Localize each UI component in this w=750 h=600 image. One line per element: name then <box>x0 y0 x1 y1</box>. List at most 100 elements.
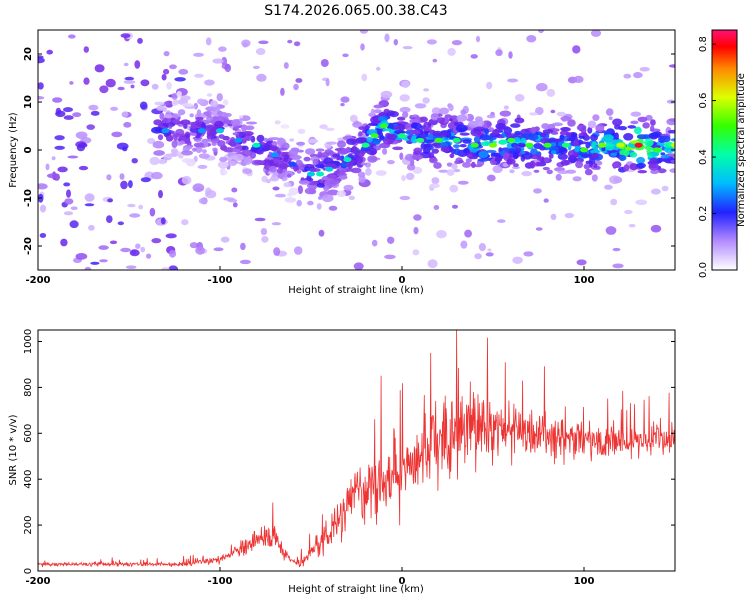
y-tick-label: 600 <box>23 424 34 443</box>
spectrogram-cell <box>279 147 288 151</box>
spectrogram-cell <box>535 227 543 231</box>
spectrogram-cell <box>588 157 596 165</box>
spectrogram-cell <box>618 155 627 161</box>
spectrogram-cell <box>220 236 230 243</box>
spectrogram-cell <box>590 30 602 37</box>
spectrogram-cell <box>84 266 92 270</box>
spectrogram-cell <box>263 144 269 152</box>
spectrogram-cell <box>256 73 267 82</box>
spectrogram-cell <box>181 150 193 156</box>
spectrogram-cell <box>135 243 141 249</box>
spectrogram-cell <box>336 190 346 197</box>
spectrogram-cell <box>376 128 382 136</box>
spectrogram-x-axis: -200 -100 0 100 <box>25 266 594 286</box>
spectrogram-cell <box>169 64 177 70</box>
spectrogram-cell <box>39 233 47 238</box>
spectrogram-cell <box>507 78 519 83</box>
spectrogram-cell <box>583 163 591 170</box>
spectrogram-cell <box>432 58 438 63</box>
ridge-point <box>379 123 388 129</box>
spectrogram-cell <box>572 176 582 182</box>
spectrogram-cell <box>436 117 446 124</box>
spectrogram-cell <box>163 122 176 128</box>
spectrogram-cell <box>38 57 45 64</box>
spectrogram-cell <box>151 83 159 90</box>
spectrogram-cell <box>639 67 650 72</box>
spectrogram-cell <box>258 40 269 45</box>
spectrogram-cell <box>573 75 584 83</box>
spectrogram-cell <box>116 142 129 150</box>
spectrogram-cell <box>446 162 453 167</box>
spectrogram-cell <box>206 130 216 137</box>
spectrogram-cell <box>509 169 515 174</box>
spectrogram-cell <box>239 115 244 119</box>
spectrogram-cell <box>642 122 650 129</box>
spectrogram-cell <box>325 127 335 131</box>
spectrogram-cell <box>268 137 280 141</box>
spectrogram-cell <box>120 247 131 253</box>
spectrogram-cell <box>644 138 654 147</box>
ridge-point <box>288 161 297 167</box>
spectrogram-cell <box>296 141 306 146</box>
spectrogram-cell <box>487 248 492 252</box>
spectrogram-cell <box>576 259 587 266</box>
spectrogram-cell <box>399 152 404 160</box>
spectrogram-cell <box>360 43 365 51</box>
spectrogram-cell <box>63 211 74 216</box>
spectrogram-cell <box>338 175 348 180</box>
spectrogram-ridge <box>161 123 675 177</box>
spectrogram-cell <box>256 134 265 143</box>
spectrogram-cell <box>473 126 486 132</box>
spectrogram-cell <box>318 229 325 237</box>
spectrogram-cell <box>459 132 470 136</box>
spectrogram-cell <box>127 180 133 189</box>
spectrogram-cell <box>90 110 100 116</box>
spectrogram-cell <box>494 158 502 162</box>
spectrogram-cell <box>129 249 140 257</box>
spectrogram-cell <box>63 115 74 120</box>
spectrogram-cell <box>637 170 648 174</box>
spectrogram-cell <box>464 229 472 238</box>
y-tick-label: 0 <box>23 146 34 153</box>
spectrogram-cell <box>240 242 246 251</box>
spectrogram-cell <box>340 96 350 103</box>
spectrogram-cell <box>105 78 116 88</box>
spectrogram-cell <box>465 158 472 163</box>
spectrogram-cell <box>492 129 500 136</box>
spectrogram-cell <box>448 118 453 122</box>
spectrogram-cell <box>216 110 223 116</box>
spectrogram-cell <box>608 116 613 121</box>
spectrogram-cell <box>413 226 419 235</box>
ridge-point <box>434 137 443 143</box>
ridge-point <box>234 137 243 143</box>
spectrogram-cell <box>232 132 239 136</box>
spectrogram-cell <box>177 109 186 116</box>
spectrogram-cell <box>546 138 559 142</box>
spectrogram-cell <box>196 109 202 117</box>
spectrogram-cell <box>287 39 293 44</box>
ridge-point <box>470 142 479 148</box>
spectrogram-cell <box>360 150 367 154</box>
x-tick-label: 0 <box>399 576 406 587</box>
spectrogram-cell <box>452 204 458 209</box>
spectrogram-cell <box>564 212 574 219</box>
ridge-point <box>452 137 461 143</box>
spectrogram-cell <box>592 114 600 121</box>
spectrogram-cell <box>217 161 229 169</box>
spectrogram-cell <box>431 148 439 154</box>
spectrogram-cell <box>212 58 224 64</box>
spectrogram-cell <box>660 154 670 159</box>
spectrogram-cell <box>413 147 423 154</box>
spectrogram-cell <box>356 156 364 164</box>
spectrogram-cell <box>277 137 285 146</box>
spectrogram-cell <box>201 122 207 129</box>
spectrogram-cell <box>287 173 292 178</box>
spectrogram-cell <box>412 249 420 256</box>
spectrogram-cell <box>550 150 557 155</box>
spectrogram-cell <box>455 124 468 133</box>
spectrogram-cell <box>457 180 469 185</box>
spectrogram-cell <box>123 62 129 67</box>
spectrogram-cell <box>636 134 648 140</box>
spectrogram-cell <box>296 170 302 174</box>
spectrogram-cell <box>46 173 59 179</box>
